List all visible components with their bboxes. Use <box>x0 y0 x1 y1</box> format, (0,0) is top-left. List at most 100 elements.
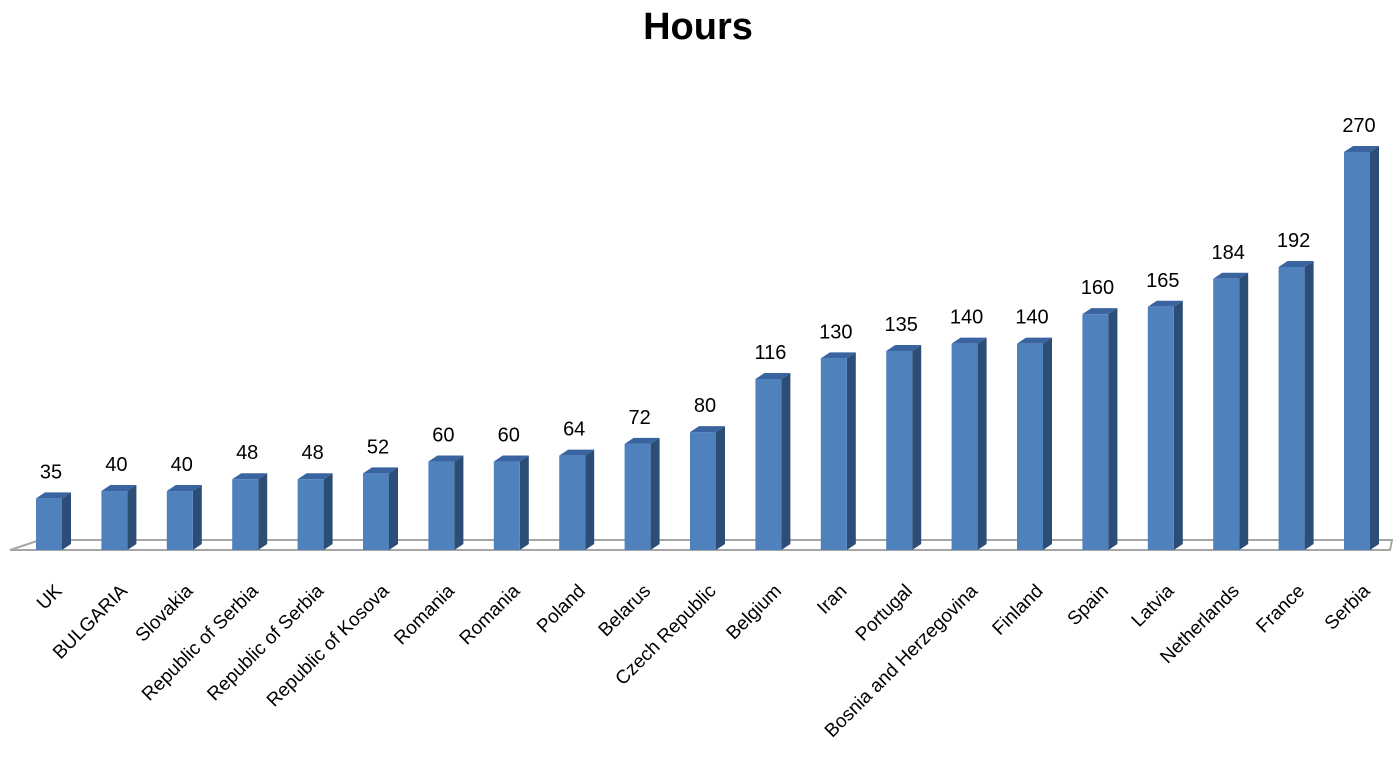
bar-front <box>820 358 847 550</box>
x-tick-label: Republic of Serbia <box>203 580 328 705</box>
bar-front <box>1082 314 1109 550</box>
bar <box>1278 260 1314 550</box>
bar-side <box>258 473 268 550</box>
bar-front <box>36 498 62 550</box>
bar <box>755 373 791 550</box>
data-label: 52 <box>367 436 389 458</box>
x-tick-label: France <box>1252 581 1309 638</box>
bar <box>363 467 398 550</box>
data-label: 192 <box>1277 230 1310 252</box>
bar-top <box>755 373 791 380</box>
bar-top <box>232 473 268 480</box>
bar <box>1213 272 1249 550</box>
bar <box>493 455 529 550</box>
bar-side <box>650 437 660 550</box>
data-label: 140 <box>950 307 983 329</box>
x-tick-label: Belgium <box>723 581 786 644</box>
data-label: 165 <box>1146 270 1179 292</box>
bar-top <box>690 426 725 433</box>
data-label: 35 <box>40 461 62 483</box>
data-label: 80 <box>694 395 716 417</box>
bar-front <box>428 461 455 550</box>
bar-top <box>1017 337 1052 344</box>
x-tick-label: Latvia <box>1128 580 1179 631</box>
bar-top <box>820 352 856 359</box>
data-label: 135 <box>885 314 918 336</box>
bar-side <box>912 345 922 550</box>
bar-front <box>1278 266 1305 550</box>
bar-top <box>363 467 398 474</box>
bar-front <box>690 432 716 550</box>
bar-front <box>1344 152 1370 550</box>
x-tick-label: Republic of Kosova <box>263 580 394 711</box>
bar-side <box>1239 272 1249 550</box>
bar <box>1017 337 1052 550</box>
bar <box>1082 308 1118 550</box>
bar-front <box>755 379 782 550</box>
bar-side <box>389 467 398 550</box>
bar-top <box>624 437 660 444</box>
bar-top <box>951 337 987 344</box>
bar-side <box>781 373 791 550</box>
bar-front <box>1213 278 1240 550</box>
bar <box>297 473 333 550</box>
bar-side <box>323 473 333 550</box>
bar-side <box>1108 308 1118 550</box>
bar-top <box>166 485 202 492</box>
data-label: 60 <box>498 425 520 447</box>
bar-front <box>166 491 193 550</box>
bar <box>166 485 202 550</box>
bar-side <box>127 485 137 550</box>
x-tick-label: Poland <box>533 581 590 638</box>
bar <box>886 345 922 550</box>
data-label: 40 <box>105 454 127 476</box>
bar-top <box>36 492 71 499</box>
data-label: 48 <box>301 442 323 464</box>
bar-front <box>886 351 913 550</box>
bar-side <box>1304 260 1314 550</box>
bar-side <box>519 455 529 550</box>
bar <box>951 337 987 550</box>
bar-front <box>1017 343 1043 550</box>
bar <box>1147 300 1183 550</box>
data-label: 60 <box>432 425 454 447</box>
bar-front <box>232 479 259 550</box>
data-label: 140 <box>1015 307 1048 329</box>
bar-side <box>846 352 856 550</box>
bar <box>36 492 71 550</box>
bar <box>428 455 464 550</box>
x-tick-label: Romania <box>456 580 525 649</box>
bar-top <box>559 449 595 456</box>
bar-side <box>192 485 202 550</box>
bar-side <box>62 492 71 550</box>
bar-side <box>716 426 725 550</box>
bar-top <box>297 473 333 480</box>
x-tick-label: Slovakia <box>132 580 198 646</box>
data-label: 72 <box>628 407 650 429</box>
bar-front <box>101 491 128 550</box>
bar-front <box>363 473 389 550</box>
x-tick-label: Serbia <box>1321 580 1375 634</box>
bar-front <box>297 479 324 550</box>
bar-front <box>624 443 651 550</box>
bar <box>559 449 595 550</box>
bar-top <box>1344 146 1379 152</box>
bar-front <box>493 461 520 550</box>
x-tick-label: Portugal <box>852 581 917 646</box>
x-tick-label: Spain <box>1064 581 1113 630</box>
bar <box>690 426 725 550</box>
x-tick-label: Finland <box>989 581 1048 640</box>
data-label: 130 <box>819 321 852 343</box>
x-tick-label: Republic of Serbia <box>138 580 263 705</box>
bar <box>624 437 660 550</box>
x-tick-label: Iran <box>813 581 851 619</box>
bar-side <box>1370 146 1379 550</box>
bar-top <box>886 345 922 351</box>
x-tick-label: UK <box>33 580 67 614</box>
bar-side <box>977 337 987 550</box>
bar-front <box>1147 306 1174 550</box>
bar-top <box>1213 272 1249 279</box>
data-label: 184 <box>1212 242 1245 264</box>
